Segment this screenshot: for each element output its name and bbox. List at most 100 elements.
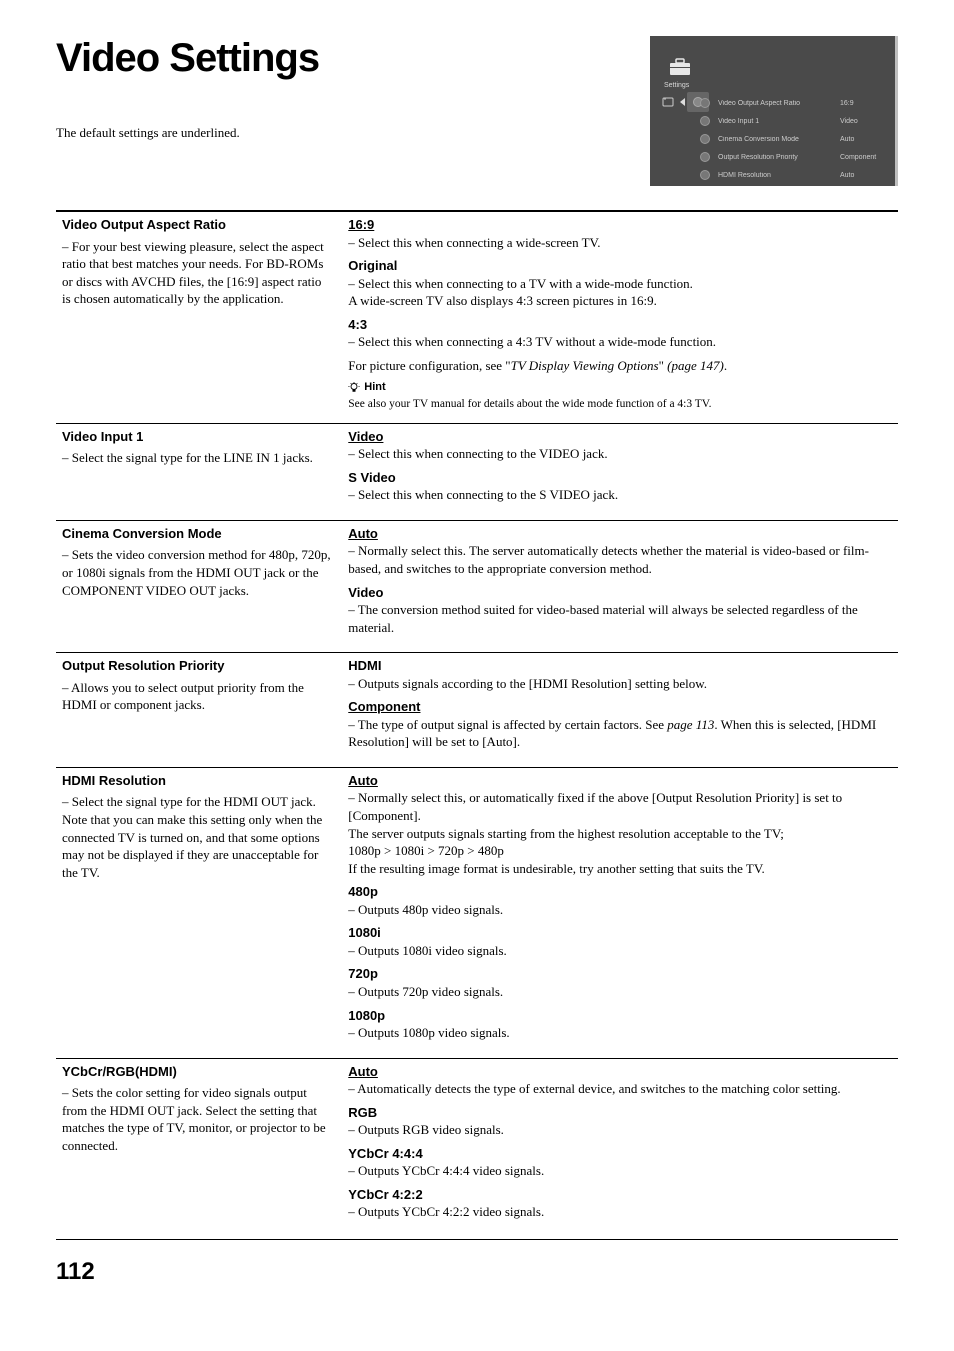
row-label: Video Output Aspect Ratio [718, 100, 840, 107]
section-title: Video Output Aspect Ratio [62, 216, 332, 234]
section-title: YCbCr/RGB(HDMI) [62, 1063, 332, 1081]
option-heading: Video [348, 428, 892, 446]
option-heading: Auto [348, 772, 892, 790]
section-video-input-1: Video Input 1 – Select the signal type f… [56, 423, 898, 520]
ref-page: (page 147) [667, 358, 724, 373]
section-cinema-conversion: Cinema Conversion Mode – Sets the video … [56, 520, 898, 652]
option-desc: – Normally select this, or automatically… [348, 789, 892, 877]
option-heading: RGB [348, 1104, 892, 1122]
page-title: Video Settings [56, 36, 319, 81]
row-dot-icon [700, 152, 710, 162]
scrollbar-graphic [895, 36, 898, 186]
option-heading: YCbCr 4:2:2 [348, 1186, 892, 1204]
bottom-rule [56, 1239, 898, 1240]
page-number: 112 [56, 1258, 898, 1286]
section-desc: – For your best viewing pleasure, select… [62, 238, 332, 308]
hint-icon [348, 382, 360, 394]
option-heading: 16:9 [348, 216, 892, 234]
settings-screenshot: Settings Video Output Aspect Ratio16:9 V… [650, 36, 898, 186]
row-dot-icon [700, 170, 710, 180]
ref-text: For picture configuration, see " [348, 358, 510, 373]
option-heading: Auto [348, 525, 892, 543]
option-heading: 1080i [348, 924, 892, 942]
section-aspect-ratio: Video Output Aspect Ratio – For your bes… [56, 211, 898, 423]
menu-rows: Video Output Aspect Ratio16:9 Video Inpu… [700, 94, 890, 184]
section-title: Output Resolution Priority [62, 657, 332, 675]
intro-text: The default settings are underlined. [56, 125, 319, 141]
option-desc: – Outputs signals according to the [HDMI… [348, 675, 892, 693]
header-row: Video Settings The default settings are … [56, 36, 898, 186]
option-heading: S Video [348, 469, 892, 487]
section-desc: – Sets the color setting for video signa… [62, 1084, 332, 1154]
section-hdmi-resolution: HDMI Resolution – Select the signal type… [56, 767, 898, 1058]
ref-text: " [659, 358, 668, 373]
option-desc: – Outputs YCbCr 4:2:2 video signals. [348, 1203, 892, 1221]
row-label: Cinema Conversion Mode [718, 136, 840, 143]
row-label: HDMI Resolution [718, 172, 840, 179]
option-desc: – Outputs 1080p video signals. [348, 1024, 892, 1042]
section-desc: – Select the signal type for the LINE IN… [62, 449, 332, 467]
arrow-left-icon [680, 98, 685, 106]
option-heading: Auto [348, 1063, 892, 1081]
row-dot-icon [700, 98, 710, 108]
row-value: Component [840, 154, 890, 161]
option-heading: 1080p [348, 1007, 892, 1025]
option-heading: Original [348, 257, 892, 275]
menu-row: Video Input 1Video [700, 112, 890, 130]
hint-block: Hint [348, 380, 892, 395]
title-block: Video Settings The default settings are … [56, 36, 319, 159]
option-desc: – Normally select this. The server autom… [348, 542, 892, 577]
section-title: Cinema Conversion Mode [62, 525, 332, 543]
option-desc: – Select this when connecting a wide-scr… [348, 234, 892, 252]
option-heading: YCbCr 4:4:4 [348, 1145, 892, 1163]
option-desc: – Outputs YCbCr 4:4:4 video signals. [348, 1162, 892, 1180]
section-desc: – Allows you to select output priority f… [62, 679, 332, 714]
section-desc: – Sets the video conversion method for 4… [62, 546, 332, 599]
row-value: Auto [840, 172, 890, 179]
option-desc: – The type of output signal is affected … [348, 716, 892, 751]
row-value: Auto [840, 136, 890, 143]
option-heading: HDMI [348, 657, 892, 675]
hint-label: Hint [364, 380, 385, 395]
option-desc: – Outputs RGB video signals. [348, 1121, 892, 1139]
row-dot-icon [700, 116, 710, 126]
menu-row: Output Resolution PriorityComponent [700, 148, 890, 166]
option-desc: – Select this when connecting to the VID… [348, 445, 892, 463]
option-heading: Video [348, 584, 892, 602]
option-desc: – Outputs 480p video signals. [348, 901, 892, 919]
option-desc: – Select this when connecting to the S V… [348, 486, 892, 504]
section-title: HDMI Resolution [62, 772, 332, 790]
option-desc: – Select this when connecting a 4:3 TV w… [348, 333, 892, 351]
section-output-priority: Output Resolution Priority – Allows you … [56, 653, 898, 768]
option-heading: 720p [348, 965, 892, 983]
option-desc: – Outputs 720p video signals. [348, 983, 892, 1001]
option-heading: 480p [348, 883, 892, 901]
section-desc: – Select the signal type for the HDMI OU… [62, 793, 332, 881]
ref-italic: TV Display Viewing Options [511, 358, 659, 373]
option-desc: – Select this when connecting to a TV wi… [348, 275, 892, 310]
row-label: Output Resolution Priority [718, 154, 840, 161]
document-page: Video Settings The default settings are … [0, 0, 954, 1310]
option-desc: – Outputs 1080i video signals. [348, 942, 892, 960]
section-ycbcr-rgb: YCbCr/RGB(HDMI) – Sets the color setting… [56, 1058, 898, 1237]
row-value: 16:9 [840, 100, 890, 107]
option-heading: Component [348, 698, 892, 716]
option-desc: – Automatically detects the type of exte… [348, 1080, 892, 1098]
ref-text: – The type of output signal is affected … [348, 717, 667, 732]
option-desc: – The conversion method suited for video… [348, 601, 892, 636]
ref-text: . [724, 358, 727, 373]
tab-left-icon [660, 95, 678, 109]
option-heading: 4:3 [348, 316, 892, 334]
hint-text: See also your TV manual for details abou… [348, 397, 892, 413]
row-dot-icon [700, 134, 710, 144]
cross-reference: For picture configuration, see "TV Displ… [348, 357, 892, 375]
settings-table: Video Output Aspect Ratio – For your bes… [56, 210, 898, 1237]
section-title: Video Input 1 [62, 428, 332, 446]
menu-row: Cinema Conversion ModeAuto [700, 130, 890, 148]
menu-row: HDMI ResolutionAuto [700, 166, 890, 184]
settings-label: Settings [664, 82, 689, 89]
row-value: Video [840, 118, 890, 125]
menu-row: Video Output Aspect Ratio16:9 [700, 94, 890, 112]
ref-page: page 113 [667, 717, 714, 732]
row-label: Video Input 1 [718, 118, 840, 125]
